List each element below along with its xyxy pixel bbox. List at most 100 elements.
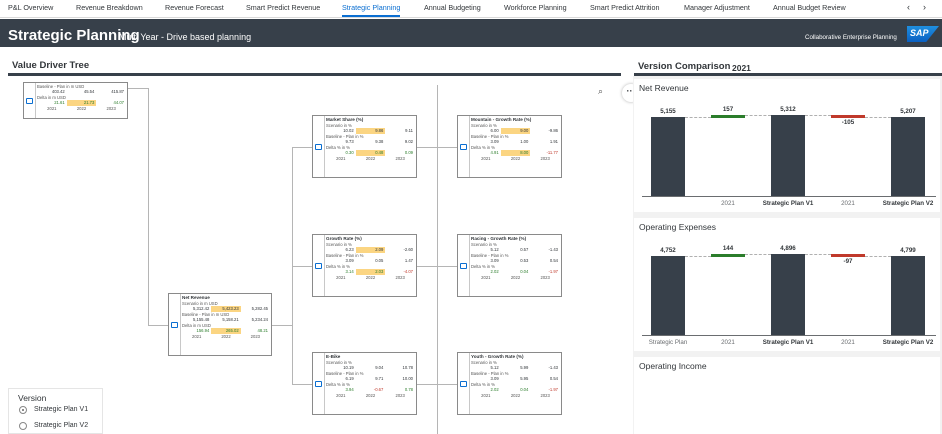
tab-workforce-planning[interactable]: Workforce Planning [504, 3, 567, 12]
zoom-icon[interactable]: ⌕ [598, 86, 604, 96]
node-year: 2023 [395, 156, 405, 161]
node-baseline-row: 9.73 9.38 9.02 [326, 139, 415, 145]
node-value: -1.43 [548, 365, 559, 370]
tab-annual-budget-review[interactable]: Annual Budget Review [773, 3, 846, 12]
node-baseline-row: 6.19 9.71 10.00 [326, 376, 415, 382]
waterfall-baseline [642, 335, 936, 336]
waterfall-bar-delta1 [711, 115, 745, 118]
node-year: 2023 [106, 106, 116, 111]
radio-label-v2[interactable]: Strategic Plan V2 [34, 422, 89, 429]
node-value: 10.78 [402, 365, 414, 370]
node-delta-label: Delta % in % [471, 382, 495, 387]
node-value: 5,158.21 [222, 317, 239, 322]
card-title: Operating Income [639, 361, 707, 371]
tab-annual-budgeting[interactable]: Annual Budgeting [424, 3, 481, 12]
node-scenario-label: Scenario in % [471, 360, 497, 365]
node-value: 6.23 [345, 247, 354, 252]
tab-revenue-breakdown[interactable]: Revenue Breakdown [76, 3, 143, 12]
node-value: -1.97 [548, 387, 559, 392]
waterfall-category-v1: Strategic Plan V1 [762, 200, 814, 207]
node-value: 3.14 [345, 269, 354, 274]
node-year: 2021 [336, 156, 346, 161]
node-value: 3.09 [345, 258, 354, 263]
node-value: 5.99 [520, 365, 529, 370]
net-revenue-card: Net Revenue 5,155 5,312 5,207 157 -105 2021 St… [634, 79, 940, 212]
node-value: 3.09 [490, 258, 499, 263]
comparison-title-divider [634, 73, 942, 76]
node-value: 5.12 [490, 247, 499, 252]
tab-strategic-planning[interactable]: Strategic Planning [342, 3, 401, 17]
tree-node-top[interactable]: Baseline - Plan in m USD 403.42 45.54 41… [23, 82, 128, 119]
node-baseline-row: 3.09 1.00 1.91 [471, 139, 560, 145]
radio-label-v1[interactable]: Strategic Plan V1 [34, 406, 89, 413]
node-value: 0.04 [520, 269, 529, 274]
node-value: -1.43 [548, 247, 559, 252]
waterfall-bar-plan [651, 256, 685, 335]
node-delta-row: 156.94 265.02 48.21 [182, 328, 270, 334]
node-years: 2021 2022 2023 [326, 275, 415, 280]
waterfall-category-v1: Strategic Plan V1 [762, 339, 814, 346]
node-year: 2022 [365, 393, 376, 398]
node-year: 2021 [481, 275, 491, 280]
node-value: 21.73 [66, 100, 97, 106]
node-years: 2021 2022 2023 [471, 393, 560, 398]
node-delta-row: 2.02 0.04 -1.97 [471, 269, 560, 275]
tree-node[interactable]: Growth Rate (%) Scenario in % 6.23 2.09 -2.6… [312, 234, 417, 297]
node-value: 0.05 [375, 258, 384, 263]
node-baseline-label: Baseline - Plan in % [326, 371, 364, 376]
node-value: 5.12 [490, 365, 499, 370]
node-year: 2022 [510, 275, 521, 280]
tree-node[interactable]: Net Revenue Scenario in m USD 5,312.42 5,42… [168, 293, 272, 356]
radio-strategic-plan-v2[interactable] [19, 422, 27, 430]
node-value: 0.78 [404, 387, 414, 392]
node-value: 0.53 [520, 258, 529, 263]
node-value: 156.94 [196, 328, 210, 333]
tab-manager-adjustment[interactable]: Manager Adjustment [684, 3, 750, 12]
node-delta-label: Delta % in % [326, 382, 350, 387]
node-value: 10.00 [402, 376, 414, 381]
node-value: 0.54 [549, 376, 559, 381]
waterfall-connector [745, 254, 771, 255]
node-icon [313, 353, 325, 414]
node-scenario-label: Scenario in % [326, 123, 352, 128]
chevron-right-icon[interactable]: › [923, 2, 926, 12]
node-value: 6.00 [490, 128, 499, 133]
tab-smart-predict-revenue[interactable]: Smart Predict Revenue [246, 3, 321, 12]
tab-pl-overview[interactable]: P&L Overview [8, 3, 54, 12]
node-value: 265.02 [211, 328, 241, 334]
node-baseline-label: Baseline - Plan in % [326, 134, 364, 139]
node-value: -2.60 [403, 247, 414, 252]
node-icon [24, 83, 36, 118]
node-value: 5,282.45 [251, 306, 268, 311]
waterfall-value-v2: 5,207 [900, 107, 916, 115]
node-value: -4.07 [403, 269, 414, 274]
tree-node[interactable]: Youth - Growth Rate (%) Scenario in % 5.12… [457, 352, 562, 415]
waterfall-category-v2: Strategic Plan V2 [882, 200, 934, 207]
node-value: 415.87 [111, 89, 125, 94]
node-value: 2.02 [490, 387, 499, 392]
node-value: 1.91 [549, 139, 559, 144]
node-year: 2022 [221, 334, 231, 339]
node-years: 2021 2022 2023 [471, 156, 560, 161]
node-value: 9.38 [375, 139, 384, 144]
node-name: Growth Rate (%) [326, 236, 362, 241]
tree-node[interactable]: Racing - Growth Rate (%) Scenario in % 5.1… [457, 234, 562, 297]
chevron-left-icon[interactable]: ‹ [907, 2, 910, 12]
tree-node[interactable]: Market Share (%) Scenario in % 10.02 9.86 9.… [312, 115, 417, 178]
node-years: 2021 2022 2023 [182, 334, 270, 339]
product-name: Collaborative Enterprise Planning [805, 34, 897, 41]
waterfall-connector [805, 115, 831, 116]
version-comparison-title: Version Comparison [638, 61, 731, 72]
waterfall-bar-v2 [891, 116, 925, 196]
waterfall-value-delta1: 144 [722, 245, 734, 252]
node-year: 2023 [540, 275, 550, 280]
node-delta-label: Delta % in % [326, 264, 350, 269]
tab-smart-predict-attrition[interactable]: Smart Predict Attrition [590, 3, 660, 12]
node-value: 48.21 [257, 328, 268, 333]
tab-revenue-forecast[interactable]: Revenue Forecast [165, 3, 224, 12]
node-value: 9.04 [375, 365, 384, 370]
sap-logo: SAP [907, 26, 939, 42]
tree-node[interactable]: Mountain - Growth Rate (%) Scenario in % 6… [457, 115, 562, 178]
tree-node[interactable]: E-Bike Scenario in % 10.19 9.04 10.78 Baselin… [312, 352, 417, 415]
radio-strategic-plan-v1[interactable] [19, 406, 27, 414]
